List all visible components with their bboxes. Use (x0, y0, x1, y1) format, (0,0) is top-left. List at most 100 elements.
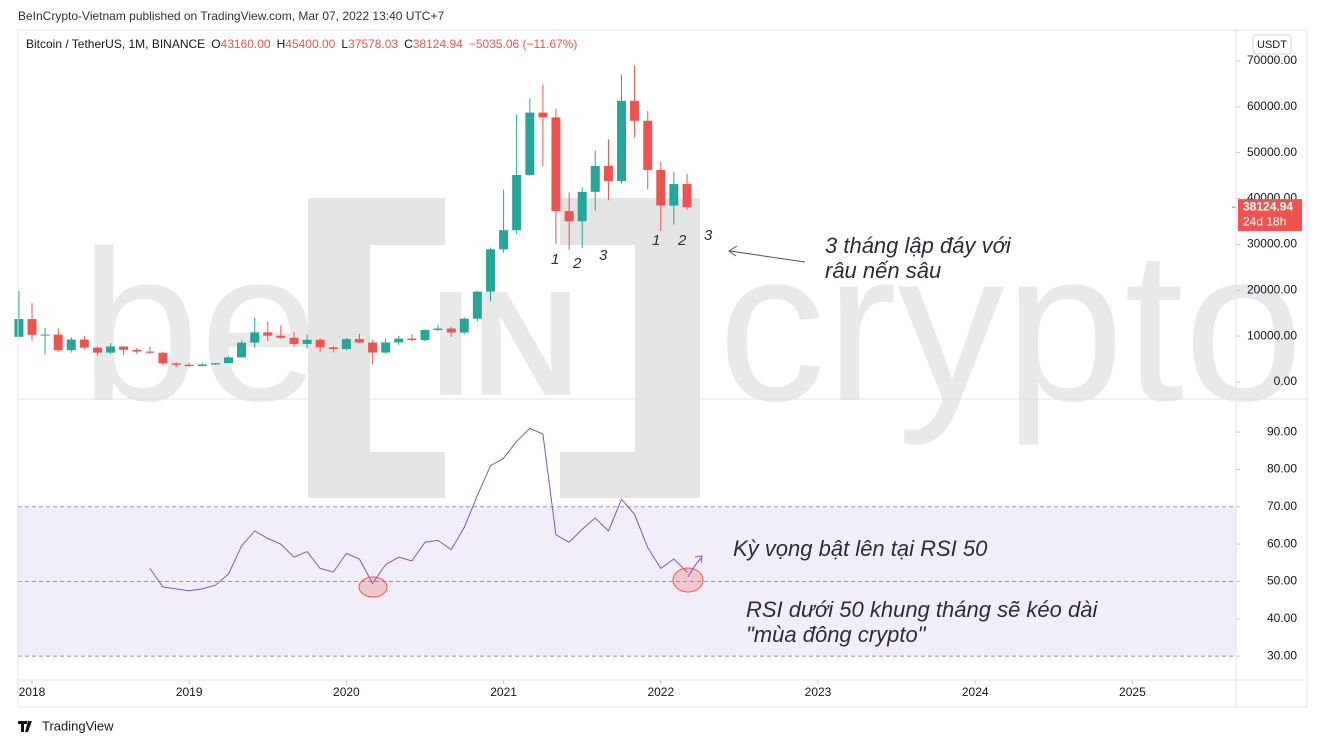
candle-body (132, 349, 142, 352)
x-tick-label: 2019 (176, 685, 203, 699)
candle-body (250, 332, 260, 343)
y-tick-label: 50000.00 (1247, 145, 1297, 159)
watermark-bracket (560, 198, 700, 498)
y-tick-label: 90.00 (1267, 424, 1297, 438)
arrow (687, 555, 703, 578)
publish-header: BeInCrypto-Vietnam published on TradingV… (18, 9, 444, 23)
candle-body (119, 346, 129, 350)
x-tick-label: 2023 (805, 685, 832, 699)
y-tick-label: 20000.00 (1247, 282, 1297, 296)
annotation: 3 tháng lập đáy với (825, 233, 1012, 258)
candle-body (577, 191, 587, 222)
ohlc-letter: L (341, 37, 348, 51)
candle-body (381, 342, 391, 353)
candle-body (328, 347, 338, 349)
y-tick-label: 60000.00 (1247, 99, 1297, 113)
y-tick-label: 10000.00 (1247, 328, 1297, 342)
highlight (358, 576, 388, 598)
footer: TradingView (42, 718, 114, 733)
candle-body (669, 184, 679, 206)
legend: Bitcoin / TetherUS, 1M, BINANCE O43160.00… (26, 37, 577, 51)
candle-body (237, 342, 247, 358)
x-tick-label: 2021 (490, 685, 517, 699)
x-tick-label: 2025 (1119, 685, 1146, 699)
candle-body (302, 339, 312, 344)
y-tick-label: 80.00 (1267, 462, 1297, 476)
countdown: 24d 18h (1243, 214, 1286, 228)
ohlc-value: 43160.00 (221, 37, 271, 51)
candle-body (289, 337, 299, 344)
y-tick-label: 0.00 (1274, 374, 1298, 388)
y-tick-label: 50.00 (1267, 574, 1297, 588)
rsi-line (149, 427, 688, 592)
candle-body (538, 112, 548, 118)
candle-body (590, 165, 600, 192)
candle-body (656, 170, 666, 206)
y-tick-label: 60.00 (1267, 536, 1297, 550)
watermark-bracket (308, 198, 445, 498)
candle-body (263, 332, 273, 336)
candle-body (341, 339, 351, 349)
candle-body (525, 112, 535, 175)
candle-body (433, 328, 443, 330)
count-label: 1 (551, 251, 559, 268)
annotation: RSI dưới 50 khung tháng sẽ kéo dài (746, 597, 1098, 622)
currency: USDT (1257, 39, 1287, 51)
candle-body (551, 117, 561, 212)
ohlc-letter: C (404, 37, 413, 51)
candle-body (512, 174, 522, 231)
x-tick-label: 2024 (962, 685, 989, 699)
last-price-box (1238, 199, 1302, 232)
y-tick-label: 70000.00 (1247, 53, 1297, 67)
candle-body (27, 319, 37, 335)
candle-body (564, 211, 574, 222)
x-tick-label: 2022 (647, 685, 674, 699)
candle-body (223, 357, 233, 364)
candle-body (79, 339, 89, 348)
plot: 0.0010000.0020000.0030000.0040000.005000… (14, 53, 1297, 699)
candle-body (66, 339, 76, 351)
ohlc-value: 37578.03 (348, 37, 398, 51)
candle-body (93, 347, 103, 353)
count-label: 1 (652, 232, 660, 249)
candle-body (145, 351, 155, 353)
watermark-text: IN (430, 259, 580, 427)
candle-body (420, 329, 430, 341)
candle-body (171, 363, 181, 365)
y-tick-label: 30000.00 (1247, 237, 1297, 251)
x-tick-label: 2020 (333, 685, 360, 699)
annotation: "mùa đông crypto" (746, 622, 927, 647)
ohlc-value: 45400.00 (285, 37, 335, 51)
candle-body (643, 120, 653, 171)
candle-body (407, 338, 417, 341)
watermark-text: crypto (718, 205, 1303, 446)
candle-body (354, 339, 364, 343)
change: −5035.06 (−11.67%) (469, 37, 578, 51)
arrow (728, 245, 806, 263)
highlight (672, 567, 704, 593)
count-label: 2 (572, 255, 582, 272)
candle-body (14, 319, 24, 337)
candle-body (53, 334, 63, 351)
annotation: Kỳ vọng bật lên tại RSI 50 (733, 536, 988, 561)
candle-body (276, 335, 286, 338)
candle-body (210, 363, 220, 365)
candle-body (459, 318, 469, 333)
x-tick-label: 2018 (19, 685, 46, 699)
candle-body (603, 165, 613, 181)
candle-body (106, 346, 116, 353)
annotation: râu nến sâu (825, 258, 941, 283)
candle-body (158, 352, 168, 364)
y-tick-label: 40.00 (1267, 611, 1297, 625)
candle-body (197, 364, 207, 367)
watermark-text: be (80, 205, 319, 446)
candle-body (446, 328, 456, 333)
candle-body (40, 334, 50, 336)
y-tick-label: 70.00 (1267, 499, 1297, 513)
symbol: Bitcoin / TetherUS, 1M, BINANCE (26, 37, 205, 51)
candle-body (315, 339, 325, 348)
candle-body (394, 338, 404, 343)
ohlc-letter: H (277, 37, 286, 51)
count-label: 3 (599, 247, 608, 264)
